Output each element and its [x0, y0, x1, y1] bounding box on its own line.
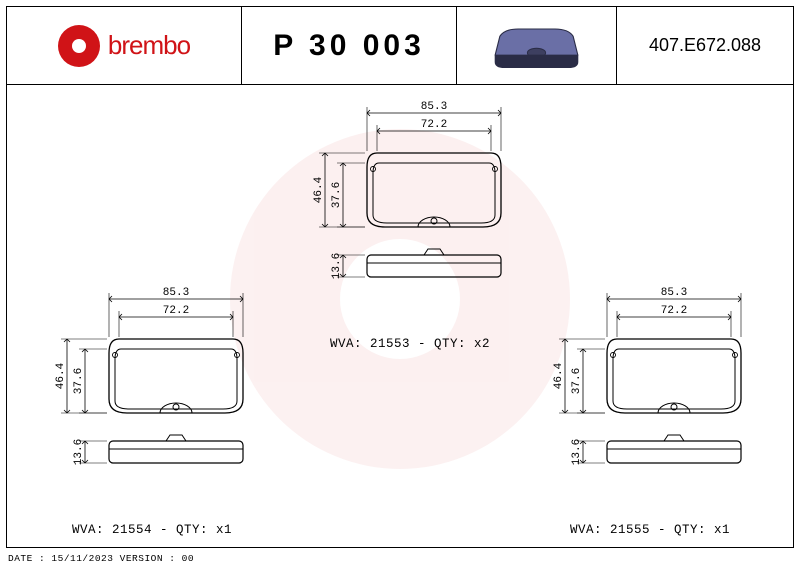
date-value: 15/11/2023: [51, 553, 113, 564]
wva-label: WVA: 21554 - QTY: x1: [47, 523, 257, 537]
pad-drawing: 85.3 72.2 46.4 37.6 13.6: [545, 281, 755, 521]
svg-text:85.3: 85.3: [421, 101, 447, 113]
version-label: VERSION :: [120, 553, 176, 564]
svg-text:37.6: 37.6: [331, 182, 343, 208]
svg-text:72.2: 72.2: [661, 305, 687, 317]
pad-drawing: 85.3 72.2 46.4 37.6 13.6: [47, 281, 257, 521]
brand-text: brembo: [108, 30, 190, 61]
pad-drawing: 85.3 72.2 46.4 37.6 13.6: [305, 95, 515, 335]
svg-text:72.2: 72.2: [163, 305, 189, 317]
svg-text:46.4: 46.4: [553, 362, 565, 389]
brake-pad-3d-icon: [479, 18, 594, 73]
svg-text:13.6: 13.6: [571, 439, 583, 465]
wva-label: WVA: 21553 - QTY: x2: [305, 337, 515, 351]
svg-text:46.4: 46.4: [313, 176, 325, 203]
drawing-body: 85.3 72.2 46.4 37.6 13.6 WVA: 21553 -: [7, 85, 793, 547]
drawing-frame: brembo P 30 003 407.E672.088 85.3 72.2: [6, 6, 794, 548]
svg-text:72.2: 72.2: [421, 119, 447, 131]
svg-text:46.4: 46.4: [55, 362, 67, 389]
date-label: DATE :: [8, 553, 45, 564]
svg-text:37.6: 37.6: [73, 368, 85, 394]
brand-cell: brembo: [7, 7, 242, 84]
version-value: 00: [182, 553, 194, 564]
svg-text:37.6: 37.6: [571, 368, 583, 394]
wva-label: WVA: 21555 - QTY: x1: [545, 523, 755, 537]
footer-meta: DATE : 15/11/2023 VERSION : 00: [8, 553, 194, 564]
part-number: P 30 003: [242, 7, 457, 84]
pad-right: 85.3 72.2 46.4 37.6 13.6 WVA: 21555 -: [545, 281, 755, 537]
doc-number: 407.E672.088: [617, 7, 793, 84]
svg-text:85.3: 85.3: [163, 287, 189, 299]
brembo-logo-icon: [58, 25, 100, 67]
svg-text:85.3: 85.3: [661, 287, 687, 299]
pad-left: 85.3 72.2 46.4 37.6 13.6 WVA: 21554 -: [47, 281, 257, 537]
header-bar: brembo P 30 003 407.E672.088: [7, 7, 793, 85]
svg-text:13.6: 13.6: [73, 439, 85, 465]
svg-text:13.6: 13.6: [331, 253, 343, 279]
thumbnail-cell: [457, 7, 617, 84]
pad-center: 85.3 72.2 46.4 37.6 13.6 WVA: 21553 -: [305, 95, 515, 351]
